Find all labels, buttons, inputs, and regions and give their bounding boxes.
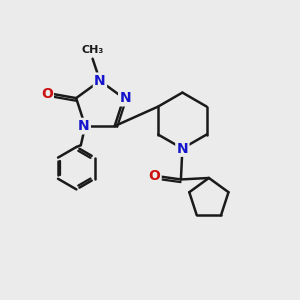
- Text: N: N: [119, 91, 131, 105]
- Text: N: N: [94, 74, 106, 88]
- Text: N: N: [177, 142, 188, 155]
- Text: O: O: [148, 169, 160, 184]
- Text: O: O: [41, 87, 52, 101]
- Text: CH₃: CH₃: [82, 46, 104, 56]
- Text: N: N: [78, 119, 90, 133]
